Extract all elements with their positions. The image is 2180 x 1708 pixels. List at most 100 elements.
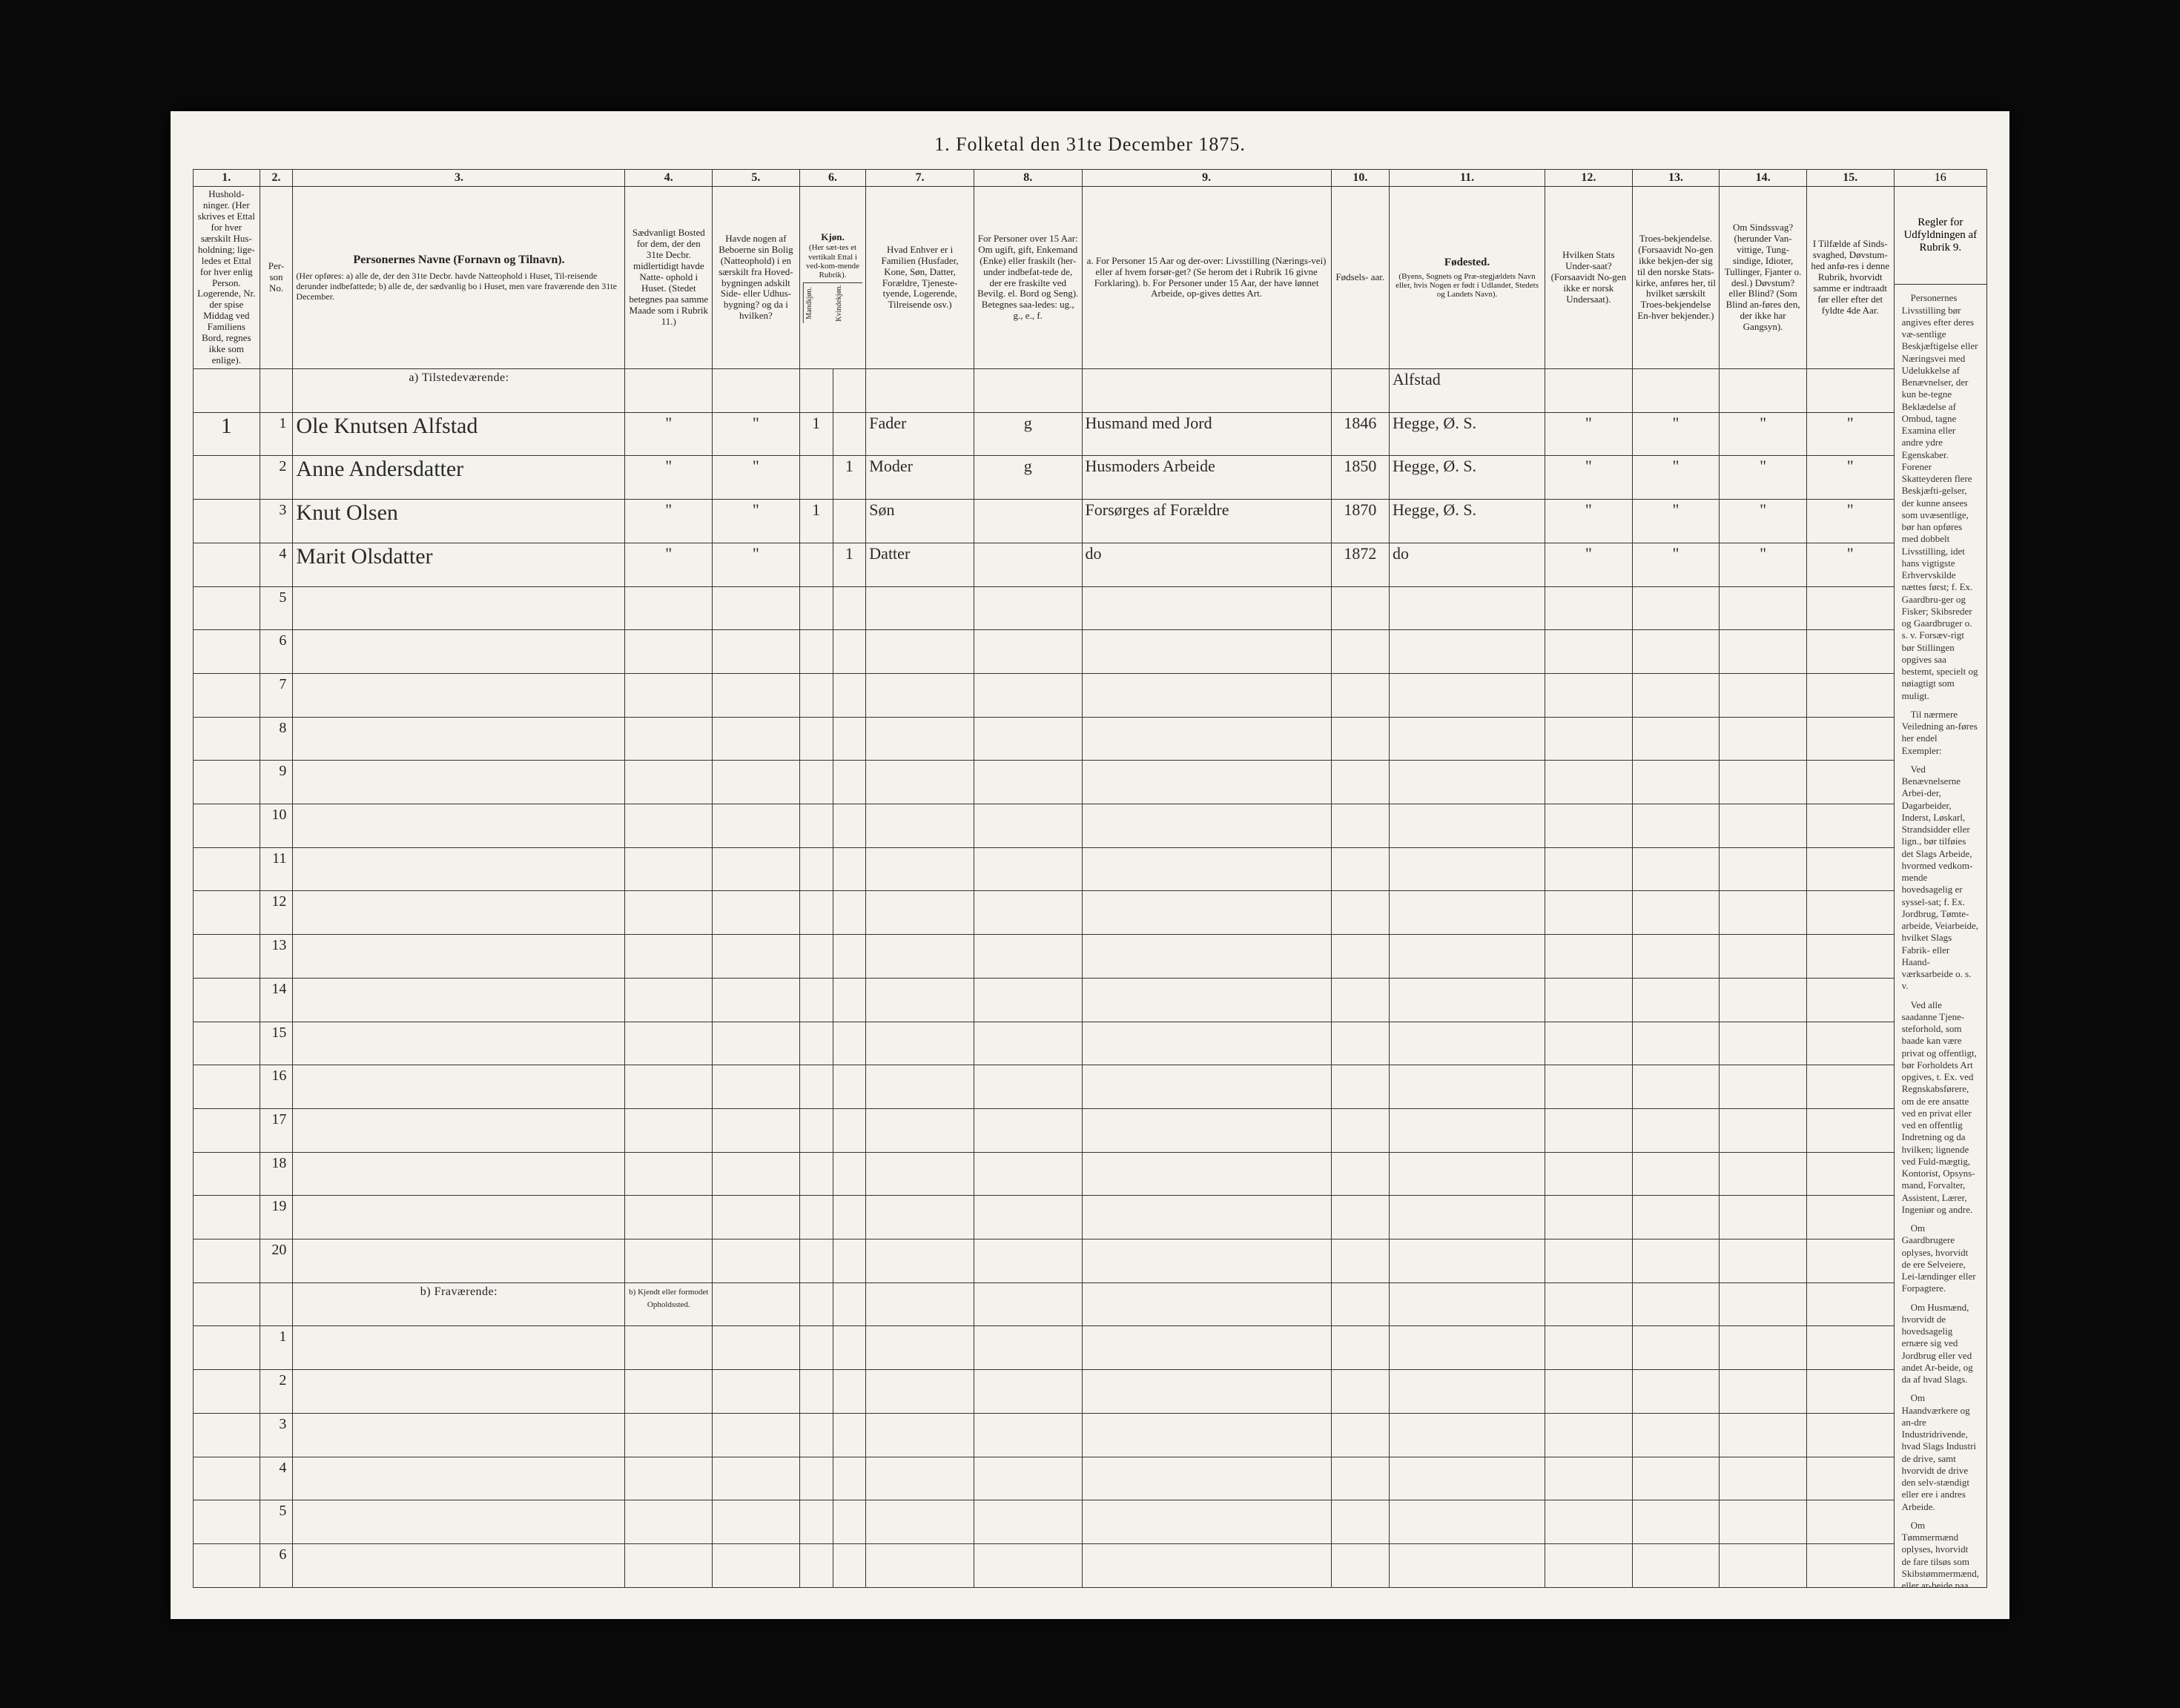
cell-blank xyxy=(974,935,1082,979)
cell-blank xyxy=(1082,1326,1331,1370)
cell-blank xyxy=(713,1152,800,1196)
cell-blank xyxy=(1545,1196,1633,1239)
table-row: 15 xyxy=(194,1022,1895,1065)
person-no: 3 xyxy=(260,500,293,543)
cell-blank xyxy=(1082,369,1331,413)
person-no-b: 3 xyxy=(260,1413,293,1457)
cell-blank xyxy=(1545,1500,1633,1544)
cell-c4: " xyxy=(625,412,713,456)
cell-blank xyxy=(713,804,800,848)
cell-blank xyxy=(799,1500,833,1544)
colhead-3: Personernes Navne (Fornavn og Tilnavn). … xyxy=(293,187,625,369)
cell-blank xyxy=(866,1022,974,1065)
cell-blank xyxy=(1720,1196,1807,1239)
cell-c12: " xyxy=(1545,456,1633,500)
main-table-wrap: 1. 2. 3. 4. 5. 6. 7. 8. 9. 10. 11. 12. xyxy=(193,169,1895,1588)
cell-blank xyxy=(1390,978,1545,1022)
person-no: 8 xyxy=(260,717,293,761)
cell-blank xyxy=(1082,847,1331,891)
cell-blank xyxy=(833,630,866,674)
colhead-3-title: Personernes Navne (Fornavn og Tilnavn). xyxy=(296,254,621,267)
cell-occupation: do xyxy=(1082,543,1331,586)
cell-blank xyxy=(833,1457,866,1500)
cell-blank xyxy=(1331,978,1389,1022)
cell-blank xyxy=(1720,1500,1807,1544)
cell-blank xyxy=(1082,1457,1331,1500)
person-no: 7 xyxy=(260,673,293,717)
colhead-6-sub: (Her sæt-tes et vertikalt Ettal i ved-ko… xyxy=(803,243,863,279)
table-body: a) Tilstedeværende:Alfstad11Ole Knutsen … xyxy=(194,369,1895,1588)
cell-blank xyxy=(1632,1370,1720,1414)
cell-male xyxy=(799,456,833,500)
cell-blank xyxy=(866,1108,974,1152)
cell-c15: " xyxy=(1806,543,1894,586)
cell-blank xyxy=(1806,1239,1894,1283)
cell-blank xyxy=(1331,935,1389,979)
colhead-14: Om Sindssvag? (herunder Van-vittige, Tun… xyxy=(1720,187,1807,369)
table-row: 19 xyxy=(194,1196,1895,1239)
table-row: 3Knut Olsen""1SønForsørges af Forældre18… xyxy=(194,500,1895,543)
cell-blank xyxy=(1390,1108,1545,1152)
cell-blank xyxy=(1331,1370,1389,1414)
cell-blank xyxy=(1720,891,1807,935)
cell-blank xyxy=(833,978,866,1022)
cell-blank xyxy=(625,369,713,413)
colhead-16: Regler for Udfyldningen af Rubrik 9. xyxy=(1895,187,1986,285)
rubric-paragraph: Personernes Livsstilling bør angives eft… xyxy=(1902,292,1979,702)
cell-blank xyxy=(260,369,293,413)
cell-blank xyxy=(974,978,1082,1022)
colnum-2: 2. xyxy=(260,170,293,187)
cell-blank xyxy=(833,891,866,935)
cell-blank xyxy=(293,978,625,1022)
cell-blank xyxy=(799,673,833,717)
cell-blank xyxy=(1545,717,1633,761)
cell-blank xyxy=(1632,673,1720,717)
cell-blank xyxy=(1082,1543,1331,1587)
cell-civil xyxy=(974,543,1082,586)
cell-blank xyxy=(293,1108,625,1152)
table-row: 11Ole Knutsen Alfstad""1FadergHusmand me… xyxy=(194,412,1895,456)
cell-blank xyxy=(799,1457,833,1500)
cell-c4: " xyxy=(625,543,713,586)
cell-blank xyxy=(1331,1543,1389,1587)
cell-blank xyxy=(293,891,625,935)
cell-blank xyxy=(1331,1108,1389,1152)
cell-blank xyxy=(293,761,625,804)
cell-blank xyxy=(1806,1282,1894,1326)
cell-blank xyxy=(1720,804,1807,848)
cell-blank xyxy=(194,1282,260,1326)
cell-blank xyxy=(1331,1065,1389,1109)
cell-c1 xyxy=(194,891,260,935)
cell-blank xyxy=(1545,673,1633,717)
colhead-1: Hushold- ninger. (Her skrives et Ettal f… xyxy=(194,187,260,369)
rubric-paragraph: Om Tømmermænd oplyses, hvorvidt de fare … xyxy=(1902,1520,1979,1587)
cell-c15: " xyxy=(1806,500,1894,543)
cell-blank xyxy=(713,1543,800,1587)
cell-blank xyxy=(713,673,800,717)
cell-birthyear: 1870 xyxy=(1331,500,1389,543)
table-row: 8 xyxy=(194,717,1895,761)
cell-blank xyxy=(1390,586,1545,630)
cell-blank xyxy=(293,935,625,979)
cell-blank xyxy=(1390,1457,1545,1500)
cell-blank xyxy=(1390,1543,1545,1587)
cell-c1 xyxy=(194,1065,260,1109)
cell-blank xyxy=(974,847,1082,891)
person-no: 19 xyxy=(260,1196,293,1239)
person-name: Marit Olsdatter xyxy=(293,543,625,586)
cell-blank xyxy=(1390,1196,1545,1239)
person-no: 9 xyxy=(260,761,293,804)
colhead-11-title: Fødested. xyxy=(1393,256,1542,269)
cell-blank xyxy=(1331,369,1389,413)
cell-blank xyxy=(833,761,866,804)
cell-c15: " xyxy=(1806,456,1894,500)
cell-blank xyxy=(625,673,713,717)
cell-blank xyxy=(713,761,800,804)
person-no: 5 xyxy=(260,586,293,630)
cell-blank xyxy=(293,717,625,761)
cell-blank xyxy=(1390,804,1545,848)
cell-blank xyxy=(799,1065,833,1109)
cell-blank xyxy=(866,1196,974,1239)
rubric-paragraph: Om Husmænd, hvorvidt de hovedsagelig ern… xyxy=(1902,1302,1979,1386)
cell-c1 xyxy=(194,935,260,979)
